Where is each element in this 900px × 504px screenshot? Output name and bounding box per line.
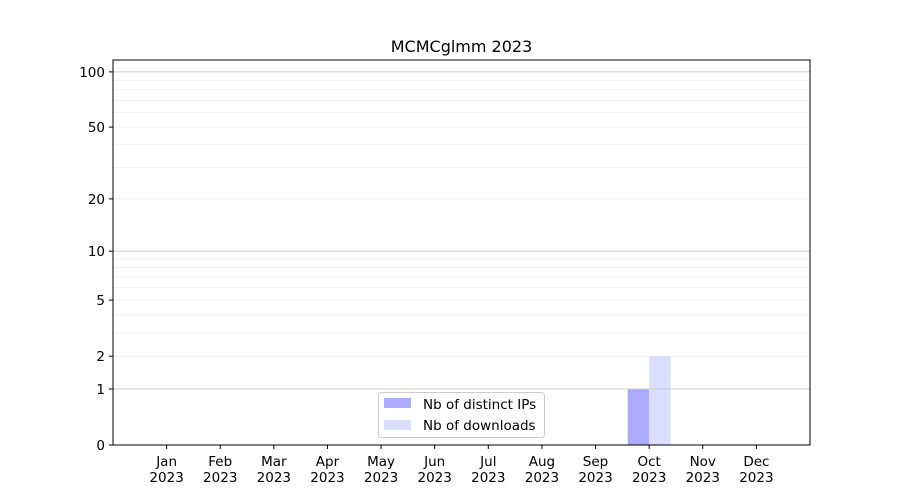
y-tick-label: 2 <box>96 349 105 365</box>
y-tick-label: 100 <box>79 65 105 81</box>
x-tick-label: Nov 2023 <box>686 454 720 486</box>
x-tick-label: Aug 2023 <box>525 454 559 486</box>
bar-downloads <box>649 356 671 445</box>
y-tick-label: 50 <box>88 120 105 136</box>
grid <box>113 79 810 357</box>
legend-swatch-distinct-ips <box>384 398 411 408</box>
x-tick-label: Oct 2023 <box>632 454 666 486</box>
y-tick-label: 5 <box>96 293 105 309</box>
y-axis: 0 1 2 5 10 20 50 100 <box>79 65 113 454</box>
x-tick-label: Feb 2023 <box>203 454 237 486</box>
legend-box <box>378 392 545 438</box>
y-tick-label: 1 <box>96 382 105 398</box>
legend-label-distinct-ips: Nb of distinct IPs <box>423 397 536 413</box>
y-tick-label: 10 <box>88 244 105 260</box>
legend: Nb of distinct IPs Nb of downloads <box>378 392 545 438</box>
legend-label-downloads: Nb of downloads <box>423 418 536 434</box>
x-tick-label: Jun 2023 <box>418 454 452 486</box>
x-tick-label: May 2023 <box>364 454 398 486</box>
x-tick-label: Jan 2023 <box>149 454 183 486</box>
major-grid <box>113 71 810 390</box>
x-tick-label: Sep 2023 <box>578 454 612 486</box>
x-tick-label: Mar 2023 <box>257 454 291 486</box>
bars <box>627 356 671 445</box>
plot-frame <box>112 59 811 446</box>
bar-distinct-ips <box>627 388 650 445</box>
legend-swatch-downloads <box>384 420 411 430</box>
x-tick-label: Apr 2023 <box>310 454 344 486</box>
y-tick-label: 20 <box>88 192 105 208</box>
y-tick-label: 0 <box>96 438 105 454</box>
x-tick-label: Dec 2023 <box>739 454 773 486</box>
x-axis: Jan 2023 Feb 2023 Mar 2023 Apr 2023 May 2023 Jun 20… <box>149 445 774 486</box>
x-tick-label: Jul 2023 <box>471 454 505 486</box>
chart-title: MCMCglmm 2023 <box>391 37 533 56</box>
